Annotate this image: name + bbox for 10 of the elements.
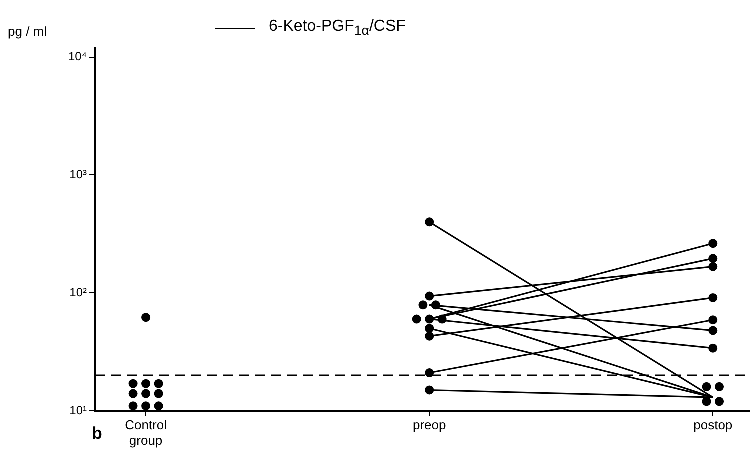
y-tick-label: 10⁴	[68, 50, 87, 64]
x-tick-label: postop	[694, 417, 733, 432]
text: b	[92, 424, 102, 444]
y-axis-title: pg / ml	[8, 24, 48, 39]
y-tick-label: 10²	[70, 285, 88, 300]
legend-label: 6-Keto-PGF$_{1α}$/CSF	[269, 18, 406, 38]
y-tick-label: 10¹	[70, 403, 88, 418]
x-tick-label: preop	[412, 417, 446, 432]
x-tick-label: Control group	[125, 417, 168, 448]
y-tick-label: 10³	[70, 168, 88, 182]
